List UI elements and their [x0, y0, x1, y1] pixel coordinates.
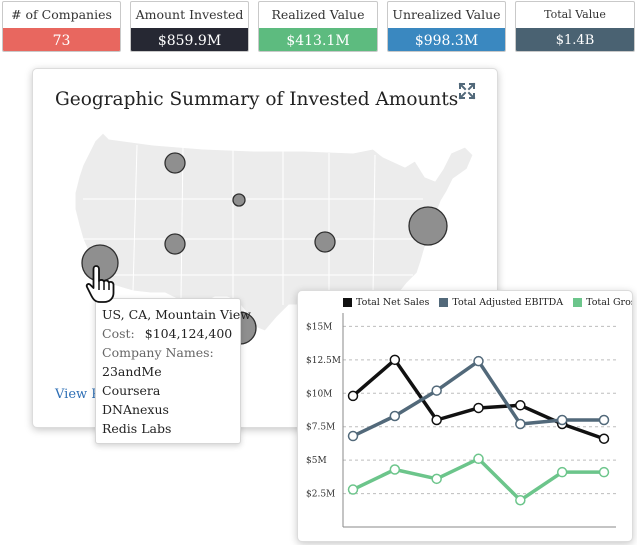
tooltip-location: US, CA, Mountain View [102, 307, 251, 322]
kpi-label: Realized Value [271, 7, 365, 22]
bubble-marker[interactable] [232, 193, 246, 207]
legend-label: Total Gross Profit [586, 297, 632, 308]
kpi-label: Amount Invested [135, 7, 244, 22]
data-point[interactable] [515, 400, 526, 411]
kpi-unrealized-value[interactable]: Unrealized Value $998.3M [387, 1, 506, 52]
bubble-marker[interactable] [164, 152, 186, 174]
legend-item[interactable]: Total Net Sales [343, 297, 429, 308]
bubble-markers[interactable] [81, 152, 448, 345]
data-point[interactable] [556, 466, 568, 478]
bubble-marker[interactable] [164, 233, 186, 255]
data-point[interactable] [389, 354, 401, 366]
legend-label: Total Adjusted EBITDA [452, 297, 564, 308]
financials-line-chart-card: Total Net Sales Total Adjusted EBITDA To… [297, 290, 633, 542]
legend-swatch [439, 298, 449, 307]
kpi-label: # of Companies [11, 7, 112, 22]
map-title: Geographic Summary of Invested Amounts [55, 89, 459, 110]
data-point[interactable] [598, 466, 610, 478]
tooltip-cost-value: $104,124,400 [144, 326, 233, 341]
legend-item[interactable]: Total Gross Profit [573, 297, 632, 308]
y-tick-label: $2.5M [306, 490, 335, 500]
data-point[interactable] [515, 418, 526, 430]
y-tick-label: $12.5M [306, 356, 341, 366]
view-report-link[interactable]: View R [55, 387, 102, 402]
data-point[interactable] [347, 390, 359, 402]
expand-icon[interactable] [457, 81, 477, 101]
kpi-label: Total Value [544, 8, 606, 21]
data-point[interactable] [389, 464, 401, 475]
kpi-realized-value[interactable]: Realized Value $413.1M [258, 1, 378, 52]
tooltip-company: 23andMe [102, 364, 162, 379]
state-borders [77, 144, 429, 305]
data-point[interactable] [431, 473, 442, 485]
bubble-marker[interactable] [314, 231, 336, 253]
data-point[interactable] [598, 433, 610, 444]
tooltip-company: Coursera [102, 383, 161, 398]
data-point[interactable] [431, 414, 442, 426]
y-tick-label: $5M [306, 456, 327, 466]
y-tick-label: $15M [306, 322, 332, 332]
kpi-value: $413.1M [259, 28, 377, 51]
tooltip-cost-label: Cost: [102, 326, 135, 341]
kpi-amount-invested[interactable]: Amount Invested $859.9M [130, 1, 249, 52]
chart-legend: Total Net Sales Total Adjusted EBITDA To… [343, 297, 632, 308]
data-point[interactable] [515, 495, 526, 506]
data-point[interactable] [598, 414, 610, 426]
legend-label: Total Net Sales [356, 297, 430, 308]
pointer-cursor-icon [84, 264, 120, 308]
legend-swatch [343, 298, 352, 307]
tooltip-company: Redis Labs [102, 421, 172, 436]
data-point[interactable] [473, 453, 484, 465]
y-tick-label: $7.5M [306, 423, 335, 433]
tooltip-cost-row: Cost: $104,124,400 [102, 326, 234, 345]
data-point[interactable] [473, 355, 484, 367]
kpi-value: $1.4B [516, 28, 634, 51]
data-point[interactable] [473, 402, 484, 414]
kpi-label: Unrealized Value [392, 7, 501, 22]
bubble-marker[interactable] [408, 206, 448, 246]
data-point[interactable] [389, 410, 401, 422]
data-point[interactable] [347, 430, 359, 442]
data-point[interactable] [431, 385, 442, 396]
kpi-value: 73 [3, 28, 120, 51]
line-chart: $2.5M $5M $7.5M $10M $12.5M $15M [306, 313, 616, 528]
kpi-companies[interactable]: # of Companies 73 [2, 1, 121, 52]
legend-swatch [573, 298, 583, 307]
y-tick-label: $10M [306, 389, 332, 399]
kpi-total-value[interactable]: Total Value $1.4B [515, 1, 635, 52]
data-point[interactable] [556, 414, 568, 426]
tooltip-company: DNAnexus [102, 402, 169, 417]
tooltip-companies-label: Company Names: [102, 345, 214, 360]
legend-item[interactable]: Total Adjusted EBITDA [439, 297, 563, 308]
data-point[interactable] [347, 484, 359, 495]
us-map [74, 132, 474, 345]
kpi-value: $998.3M [388, 28, 505, 51]
kpi-value: $859.9M [131, 28, 248, 51]
map-tooltip: US, CA, Mountain View Cost: $104,124,400 … [95, 298, 251, 444]
